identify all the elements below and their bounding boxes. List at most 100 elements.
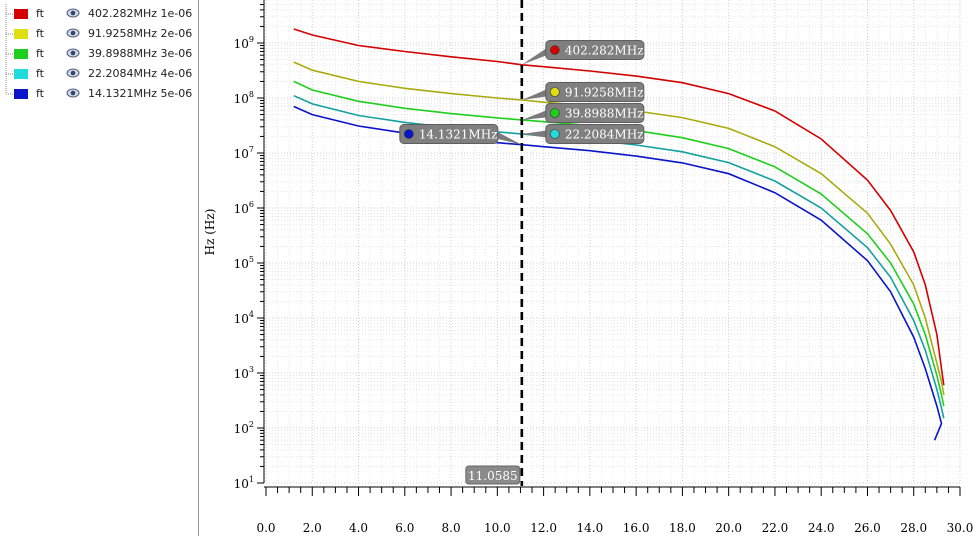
eye-icon[interactable]	[66, 87, 80, 99]
x-tick-label: 12.0	[530, 521, 557, 535]
legend-swatch	[14, 49, 28, 59]
legend-name: ft	[36, 67, 44, 80]
marker-box	[545, 124, 645, 144]
x-tick-label: 18.0	[669, 521, 696, 535]
x-tick-label: 0.0	[256, 521, 275, 535]
cursor-label-box	[465, 465, 521, 485]
legend-item[interactable]: ft 402.282MHz 1e-06	[0, 4, 198, 24]
marker-box	[545, 82, 645, 102]
legend-item[interactable]: ft 39.8988MHz 3e-06	[0, 44, 198, 64]
legend-item[interactable]: ft 22.2084MHz 4e-06	[0, 64, 198, 84]
x-tick-label: 6.0	[395, 521, 414, 535]
legend-value: 22.2084MHz 4e-06	[88, 67, 193, 80]
legend-swatch	[14, 29, 28, 39]
legend-item[interactable]: ft 91.9258MHz 2e-06	[0, 24, 198, 44]
legend-swatch	[14, 69, 28, 79]
legend-panel: ft 402.282MHz 1e-06 ft 91.9258MHz 2e-06 ft 39…	[0, 0, 199, 536]
y-tick-label: 109	[234, 35, 254, 51]
tree-line	[5, 4, 13, 24]
x-tick-label: 10.0	[484, 521, 511, 535]
eye-icon[interactable]	[66, 47, 80, 59]
y-tick-label: 103	[234, 365, 254, 381]
marker-box	[399, 124, 499, 144]
series-line-1	[293, 28, 945, 386]
eye-icon[interactable]	[66, 67, 80, 79]
tree-line	[5, 44, 13, 64]
y-tick-exp: 2	[249, 420, 254, 429]
legend-name: ft	[36, 87, 44, 100]
marker-pointer	[521, 88, 550, 101]
legend-name: ft	[36, 7, 44, 20]
y-tick-exp: 1	[249, 475, 254, 484]
marker-dot	[404, 129, 414, 139]
y-tick-exp: 8	[249, 90, 254, 99]
legend-name: ft	[36, 47, 44, 60]
y-tick-label: 108	[234, 90, 254, 106]
marker-dot	[550, 108, 560, 118]
legend-item[interactable]: ft 14.1321MHz 5e-06	[0, 84, 198, 104]
legend-value: 39.8988MHz 3e-06	[88, 47, 193, 60]
x-tick-label: 14.0	[577, 521, 604, 535]
marker-label: 402.282MHz	[565, 44, 644, 58]
marker-label: 22.2084MHz	[565, 128, 644, 142]
y-tick-label: 105	[234, 255, 254, 271]
eye-icon[interactable]	[66, 27, 80, 39]
marker-box	[545, 40, 645, 60]
legend-swatch	[14, 9, 28, 19]
legend-swatch	[14, 89, 28, 99]
series-line-4	[293, 94, 945, 419]
y-tick-base: 10	[234, 257, 249, 271]
series-line-3	[293, 80, 945, 407]
y-tick-exp: 6	[249, 200, 254, 209]
x-tick-label: 20.0	[715, 521, 742, 535]
marker-dot	[550, 45, 560, 55]
marker-pointer	[493, 130, 522, 145]
y-tick-exp: 7	[249, 145, 254, 154]
marker-label: 39.8988MHz	[565, 107, 644, 121]
marker-pointer	[521, 46, 550, 65]
y-tick-base: 10	[234, 92, 249, 106]
x-tick-label: 2.0	[303, 521, 322, 535]
x-tick-label: 22.0	[762, 521, 789, 535]
marker-box	[545, 103, 645, 123]
x-tick-label: 24.0	[808, 521, 835, 535]
tree-line	[5, 24, 13, 44]
tree-line	[5, 84, 13, 104]
legend-value: 91.9258MHz 2e-06	[88, 27, 193, 40]
legend-name: ft	[36, 27, 44, 40]
legend-value: 402.282MHz 1e-06	[88, 7, 193, 20]
marker-label: 14.1321MHz	[419, 128, 498, 142]
eye-icon[interactable]	[66, 7, 80, 19]
y-tick-exp: 9	[249, 35, 254, 44]
marker-pointer	[521, 109, 550, 120]
y-tick-base: 10	[234, 477, 249, 491]
y-axis-label: Hz (Hz)	[203, 209, 217, 256]
x-tick-label: 4.0	[349, 521, 368, 535]
x-tick-label: 8.0	[442, 521, 461, 535]
series-line-2	[293, 61, 945, 396]
y-tick-label: 107	[234, 145, 254, 161]
y-tick-exp: 5	[249, 255, 254, 264]
cursor-label: 11.0585	[468, 469, 518, 483]
x-tick-label: 28.0	[900, 521, 927, 535]
y-tick-exp: 4	[249, 310, 254, 319]
tree-line	[5, 64, 13, 84]
marker-pointer	[521, 130, 550, 138]
y-tick-base: 10	[234, 367, 249, 381]
y-tick-label: 101	[234, 475, 254, 491]
y-tick-base: 10	[234, 147, 249, 161]
y-tick-base: 10	[234, 202, 249, 216]
y-tick-label: 102	[234, 420, 254, 436]
marker-dot	[550, 87, 560, 97]
x-tick-label: 26.0	[854, 521, 881, 535]
x-tick-label: 30.0	[947, 521, 974, 535]
y-tick-base: 10	[234, 37, 249, 51]
y-tick-base: 10	[234, 422, 249, 436]
y-tick-exp: 3	[249, 365, 254, 374]
marker-label: 91.9258MHz	[565, 86, 644, 100]
x-tick-label: 16.0	[623, 521, 650, 535]
marker-dot	[550, 129, 560, 139]
grid	[265, 0, 961, 484]
y-tick-label: 104	[234, 310, 254, 326]
